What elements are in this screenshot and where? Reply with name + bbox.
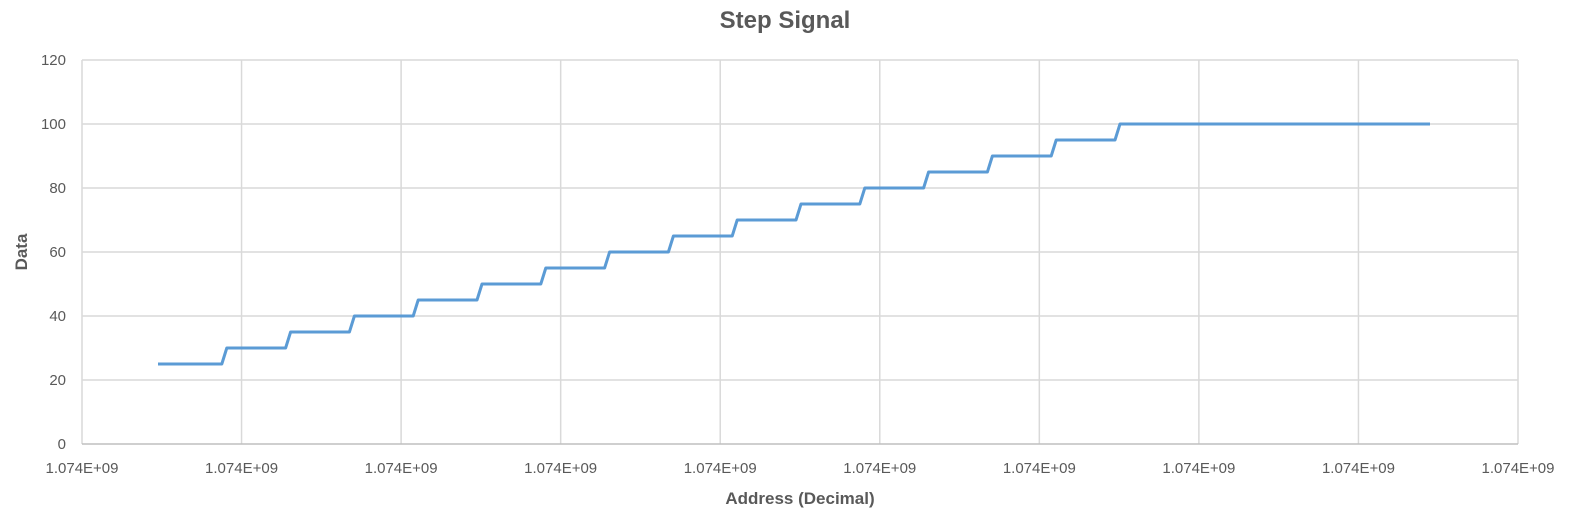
y-tick-label: 100	[41, 116, 66, 133]
series-line	[158, 122, 1430, 366]
y-tick-label: 40	[49, 308, 66, 325]
y-tick-label: 0	[58, 436, 66, 453]
x-axis-tick-labels: 1.074E+09 1.074E+09 1.074E+09 1.074E+09 1.07…	[46, 460, 1555, 477]
series-layer	[158, 122, 1430, 366]
y-tick-label: 20	[49, 372, 66, 389]
y-axis-tick-labels: 0 20 40 60 80 100 120	[41, 52, 66, 453]
gridlines	[81, 59, 1519, 444]
y-tick-label: 80	[49, 180, 66, 197]
chart-title: Step Signal	[720, 7, 851, 34]
x-tick-label: 1.074E+09	[843, 460, 916, 477]
x-tick-label: 1.074E+09	[365, 460, 438, 477]
x-tick-label: 1.074E+09	[1003, 460, 1076, 477]
x-tick-label: 1.074E+09	[1162, 460, 1235, 477]
x-tick-label: 1.074E+09	[205, 460, 278, 477]
x-tick-label: 1.074E+09	[524, 460, 597, 477]
x-axis-title: Address (Decimal)	[725, 489, 874, 508]
y-tick-label: 120	[41, 52, 66, 69]
y-tick-label: 60	[49, 244, 66, 261]
x-tick-label: 1.074E+09	[1322, 460, 1395, 477]
y-axis-title: Data	[12, 233, 31, 270]
x-tick-label: 1.074E+09	[1482, 460, 1555, 477]
x-tick-label: 1.074E+09	[684, 460, 757, 477]
x-tick-label: 1.074E+09	[46, 460, 119, 477]
